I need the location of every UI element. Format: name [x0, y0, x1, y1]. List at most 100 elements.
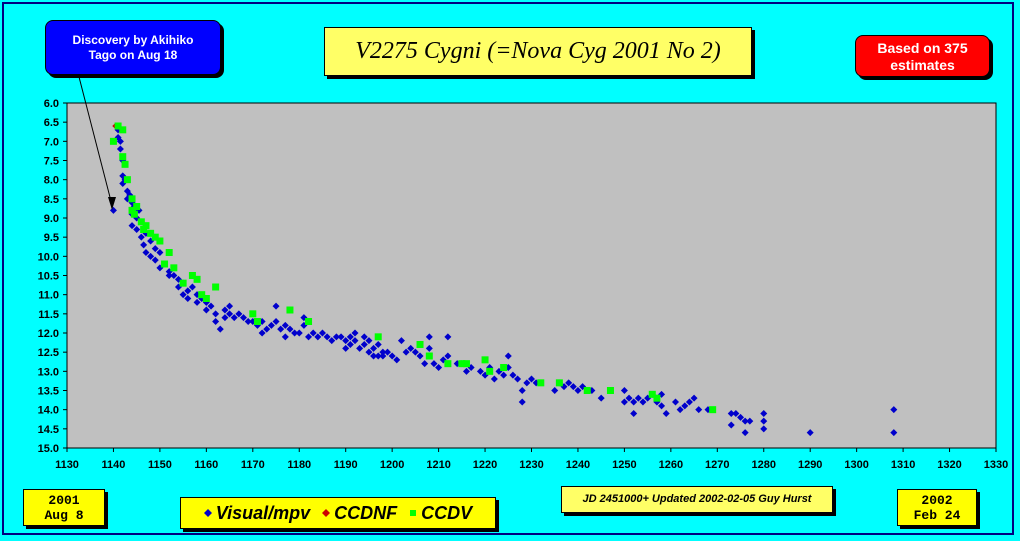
- data-point-visual-mpv: [179, 291, 187, 299]
- data-point-ccdv: [500, 364, 508, 371]
- discovery-note-line-2: Tago on Aug 18: [88, 48, 178, 62]
- data-point-ccdv: [130, 210, 138, 218]
- data-point-visual-mpv: [760, 410, 768, 417]
- y-tick-label: 14.5: [38, 424, 59, 436]
- data-point-visual-mpv: [425, 344, 433, 352]
- data-point-visual-mpv: [476, 367, 484, 375]
- legend-item-ccdv: CCDV: [409, 498, 472, 528]
- data-point-ccdv: [709, 406, 717, 414]
- data-point-ccdv: [114, 122, 122, 130]
- data-point-visual-mpv: [397, 337, 405, 345]
- data-point-ccdv: [140, 226, 148, 233]
- data-point-ccdv: [165, 249, 173, 256]
- plot-area: [66, 102, 997, 449]
- x-tick-label: 1200: [380, 459, 404, 471]
- data-point-visual-mpv: [379, 348, 387, 356]
- data-point-ccdv: [253, 318, 261, 325]
- data-point-visual-mpv: [370, 344, 378, 352]
- data-point-visual-mpv: [133, 226, 141, 233]
- diamond-marker-icon: [322, 509, 331, 517]
- x-tick-label: 1300: [844, 459, 868, 471]
- x-tick-label: 1130: [55, 459, 79, 471]
- data-point-visual-mpv: [890, 406, 898, 414]
- data-point-visual-mpv: [323, 333, 331, 341]
- data-point-visual-mpv: [741, 429, 749, 437]
- data-point-visual-mpv: [732, 410, 740, 417]
- data-point-visual-mpv: [216, 325, 224, 333]
- data-point-visual-mpv: [244, 318, 252, 325]
- data-point-visual-mpv: [151, 245, 159, 253]
- data-point-ccdv: [119, 153, 127, 161]
- data-point-visual-mpv: [416, 352, 424, 360]
- end-date-day: Feb 24: [913, 508, 961, 523]
- data-point-visual-mpv: [235, 310, 243, 318]
- data-point-ccdv: [458, 360, 466, 368]
- data-point-visual-mpv: [695, 406, 703, 414]
- data-point-ccdv: [137, 218, 145, 226]
- legend-label-ccdnf: CCDNF: [334, 503, 398, 523]
- data-point-visual-mpv: [342, 344, 350, 352]
- x-tick-label: 1210: [426, 459, 450, 471]
- data-point-visual-mpv: [151, 256, 159, 264]
- data-point-visual-mpv: [500, 371, 508, 379]
- data-point-visual-mpv: [267, 321, 275, 329]
- y-tick-label: 7.5: [44, 156, 59, 168]
- data-point-visual-mpv: [360, 333, 368, 341]
- start-date-day: Aug 8: [44, 508, 84, 523]
- discovery-arrow: [77, 72, 116, 210]
- x-tick-label: 1230: [519, 459, 543, 471]
- y-tick-label: 11.0: [38, 290, 59, 302]
- data-point-ccdv: [193, 275, 201, 283]
- discovery-note: Discovery by Akihiko Tago on Aug 18: [45, 20, 221, 75]
- y-tick-label: 14.0: [38, 405, 59, 417]
- x-tick-label: 1180: [287, 459, 311, 471]
- data-point-ccdv: [188, 272, 196, 279]
- end-date-box: 2002 Feb 24: [897, 489, 977, 526]
- data-point-visual-mpv: [597, 394, 605, 402]
- data-point-visual-mpv: [890, 429, 898, 437]
- x-tick-label: 1320: [937, 459, 961, 471]
- y-tick-label: 10.0: [38, 251, 59, 263]
- data-point-visual-mpv: [170, 272, 178, 279]
- data-point-ccdv: [156, 237, 164, 245]
- data-point-ccdv: [653, 394, 661, 402]
- y-tick-label: 8.5: [44, 194, 59, 206]
- data-point-visual-mpv: [337, 333, 345, 341]
- data-point-visual-mpv: [639, 398, 647, 406]
- data-point-visual-mpv: [351, 337, 359, 345]
- data-point-visual-mpv: [444, 352, 452, 360]
- data-point-visual-mpv: [116, 137, 124, 145]
- y-tick-label: 15.0: [38, 443, 59, 455]
- data-point-visual-mpv: [565, 379, 573, 387]
- data-point-visual-mpv: [504, 352, 512, 360]
- x-tick-label: 1140: [102, 459, 126, 471]
- data-point-visual-mpv: [370, 352, 378, 360]
- data-point-ccdv: [179, 279, 187, 287]
- data-point-visual-mpv: [625, 394, 633, 402]
- data-point-ccdv: [462, 360, 470, 368]
- data-point-visual-mpv: [202, 306, 210, 314]
- data-point-visual-mpv: [518, 398, 526, 406]
- data-point-visual-mpv: [365, 348, 373, 356]
- x-tick-label: 1260: [659, 459, 683, 471]
- data-point-visual-mpv: [528, 375, 535, 383]
- data-points: [109, 122, 898, 437]
- data-point-visual-mpv: [332, 333, 340, 341]
- data-point-visual-mpv: [737, 413, 745, 421]
- data-point-ccdv: [123, 176, 131, 184]
- data-point-visual-mpv: [685, 398, 693, 406]
- data-point-visual-mpv: [263, 325, 271, 333]
- data-point-visual-mpv: [212, 310, 220, 318]
- data-point-visual-mpv: [509, 371, 517, 379]
- data-point-ccdv: [212, 283, 220, 291]
- data-point-ccdv: [128, 206, 136, 214]
- y-tick-label: 6.0: [44, 98, 59, 110]
- data-point-visual-mpv: [342, 337, 350, 345]
- data-point-ccdv: [606, 387, 614, 394]
- legend-label-visual: Visual/mpv: [215, 503, 311, 523]
- data-point-visual-mpv: [128, 222, 136, 230]
- x-tick-label: 1220: [473, 459, 497, 471]
- data-point-ccdv: [555, 379, 563, 387]
- data-point-visual-mpv: [620, 387, 628, 394]
